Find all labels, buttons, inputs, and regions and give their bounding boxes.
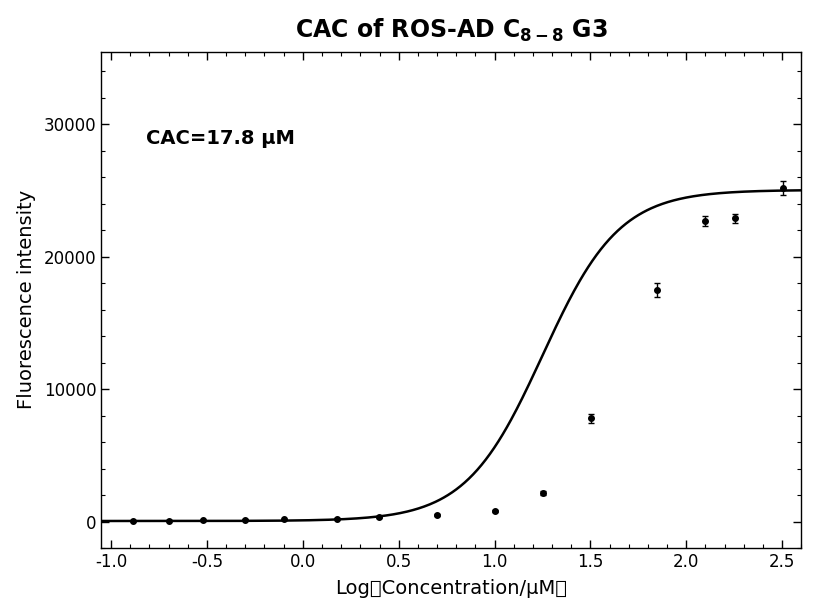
Title: CAC of ROS-AD $\mathbf{C_{8-8}}$ G3: CAC of ROS-AD $\mathbf{C_{8-8}}$ G3 [295,17,608,44]
X-axis label: Log（Concentration/μM）: Log（Concentration/μM） [335,579,568,598]
Text: CAC=17.8 μM: CAC=17.8 μM [146,129,294,148]
Y-axis label: Fluorescence intensity: Fluorescence intensity [16,190,36,410]
